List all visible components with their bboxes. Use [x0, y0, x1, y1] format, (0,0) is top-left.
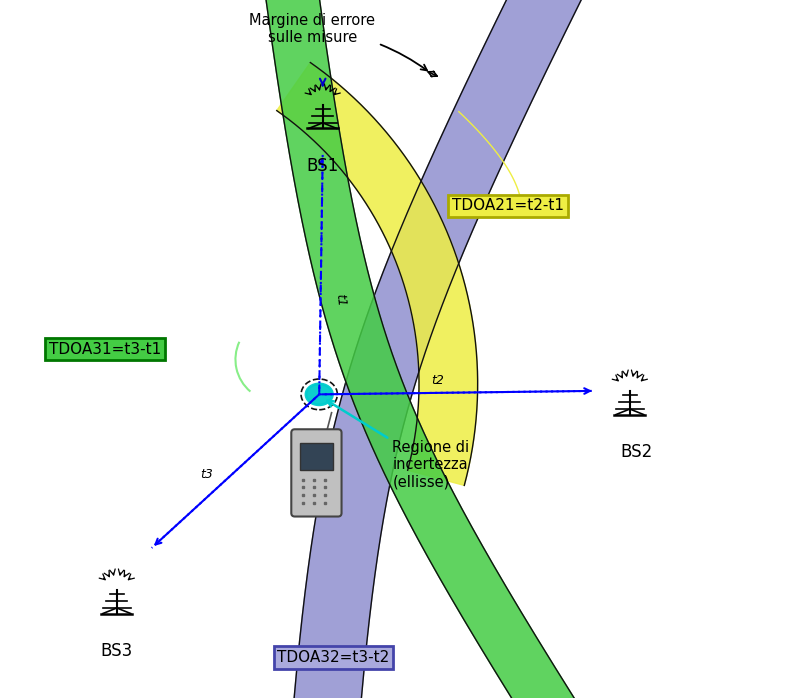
Text: t3: t3 — [200, 468, 214, 481]
Text: Regione di
incertezza
(ellisse): Regione di incertezza (ellisse) — [327, 401, 469, 489]
Text: t1: t1 — [333, 292, 347, 306]
Text: BS3: BS3 — [100, 642, 133, 660]
Ellipse shape — [306, 384, 333, 405]
FancyBboxPatch shape — [291, 429, 341, 517]
Polygon shape — [259, 0, 781, 698]
Text: BS2: BS2 — [621, 443, 653, 461]
Text: t2: t2 — [431, 374, 444, 387]
Text: Margine di errore
sulle misure: Margine di errore sulle misure — [249, 13, 427, 70]
Text: BS1: BS1 — [307, 157, 339, 175]
Text: TDOA21=t2-t1: TDOA21=t2-t1 — [452, 198, 564, 214]
Text: TDOA32=t3-t2: TDOA32=t3-t2 — [277, 650, 389, 665]
Text: TDOA31=t3-t1: TDOA31=t3-t1 — [49, 341, 162, 357]
Bar — [300, 443, 333, 470]
Polygon shape — [277, 63, 477, 485]
Polygon shape — [214, 0, 785, 698]
